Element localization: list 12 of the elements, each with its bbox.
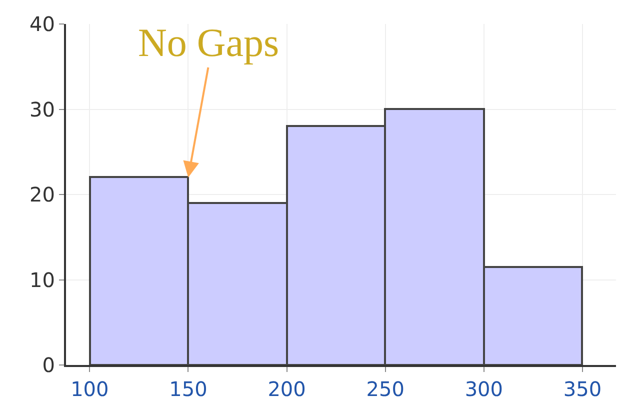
x-tick-label: 350 [563,377,602,401]
x-tick-label: 250 [366,377,404,401]
x-tick-label: 200 [268,377,306,401]
annotation: No Gaps [138,20,280,65]
x-tick-label: 100 [70,377,109,401]
x-tick-label: 150 [169,377,208,401]
x-tick-label: 300 [464,377,504,401]
y-tick-label: 20 [30,182,55,206]
y-tick-label: 30 [30,97,55,122]
y-tick-label: 10 [30,268,55,292]
y-tick-label: 40 [30,12,55,36]
y-tick-label: 0 [42,353,55,377]
